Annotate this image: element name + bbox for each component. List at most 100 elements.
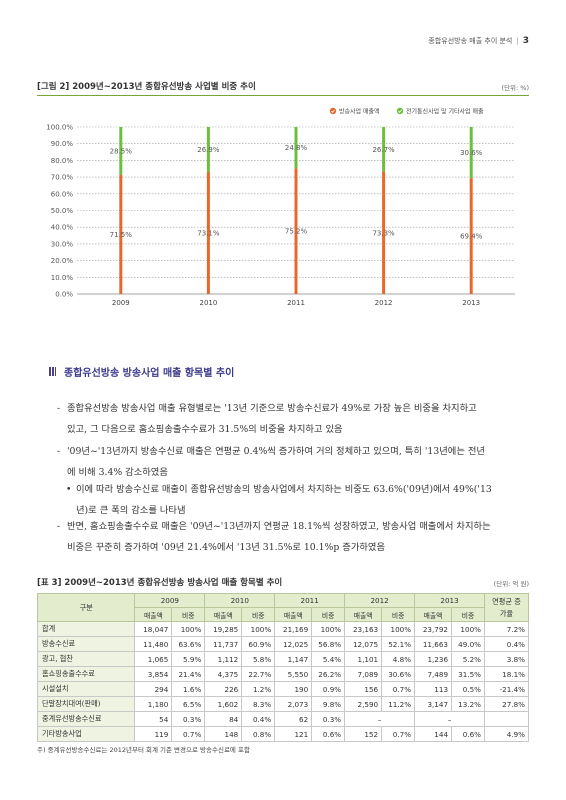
table-cell: 26.2% [311,666,346,682]
data-label: 26.7% [372,146,395,154]
row-label: 기타방송사업 [36,726,136,742]
table-subheader-row: 매출액 비중 매출액 비중 매출액 비중 매출액 비중 매출액 비중 [38,607,529,622]
checkmark-icon [398,109,402,113]
table-cell: 121 [274,726,313,742]
section-heading: 종합유선방송 방송사업 매출 항목별 추이 [49,364,234,379]
data-label: 73.3% [372,229,395,237]
running-header: 종합유선방송 매출 추이 분석 | 3 [428,36,529,46]
bar-segment [206,171,210,294]
table-cell: 12,025 [274,636,313,652]
legend-label: 방송사업 매출액 [339,107,380,115]
legend-swatch-telecom [396,107,404,115]
year-header: 2013 [414,593,485,608]
row-label: 중계유선방송수신료 [36,711,136,727]
table-cell: 190 [274,681,313,697]
table-cell: 1,101 [344,651,383,667]
table-cell: 5,550 [274,666,313,682]
bar-segment [206,127,210,172]
col-group-header: 구분 [36,593,136,622]
sub-header-amount: 매출액 [274,607,313,622]
table-cell: 0.5% [451,681,485,697]
table-cell: 9.8% [311,696,346,712]
x-tick-label: 2012 [375,299,393,307]
paragraph-line: 있고, 그 다음으로 홈쇼핑송출수수료가 31.5%의 비중을 차지하고 있음 [67,424,343,435]
paragraph-2: - '09년~'13년까지 방송수신료 매출은 연평균 0.4%씩 증가하여 거… [57,441,529,483]
figure-rule [37,95,529,96]
table-cell: 21,169 [274,621,313,637]
table-unit: (단위: 억 원) [493,580,529,588]
table-cell: 113 [414,681,453,697]
merged-dash-cell: – [414,711,485,727]
cagr-cell: 27.8% [483,696,530,712]
table-row: 광고, 협찬 1,065 5.9% 1,112 5.8% 1,147 5.4% 1,101 4.… [36,651,530,667]
table-cell: 7,489 [414,666,453,682]
year-header: 2012 [344,593,416,608]
x-tick-label: 2011 [287,299,305,307]
table-cell: 156 [344,681,383,697]
table-cell: 21.4% [171,666,206,682]
table-cell: 100% [241,621,276,637]
table-cell: 3,854 [134,666,173,682]
data-label: 75.2% [285,228,308,236]
bar-segment [469,127,473,179]
row-label: 합계 [36,621,136,637]
table-header-row: 구분 2009 2010 2011 2012 2013 연평균 증가율 [36,593,530,622]
table-cell: 1.2% [241,681,276,697]
paragraph-4: - 반면, 홈쇼핑송출수수료 매출은 '09년~'13년까지 연평균 18.1%… [57,516,529,558]
table-cell: 4.8% [381,651,416,667]
figure-unit: (단위: %) [501,84,529,92]
table-cell: 0.3% [311,711,346,727]
row-label: 단말장치대여(판매) [36,696,136,712]
cagr-cell: -21.4% [483,681,530,697]
table-cell: 0.4% [241,711,276,727]
table-cell: 144 [414,726,453,742]
table-cell: 100% [451,621,485,637]
sub-header-share: 비중 [311,607,346,622]
table-cell: 1,602 [204,696,243,712]
legend-swatch-broadcast [329,107,337,115]
y-tick-label: 40.0% [51,224,74,232]
cagr-cell [483,711,530,727]
sub-header-amount: 매출액 [414,607,453,622]
table-footnote: 주) 중계유선방송수신료는 2012년부터 회계 기준 변경으로 방송수신료에 … [37,746,250,754]
table-cell: 5.2% [451,651,485,667]
row-label: 광고, 협찬 [36,651,136,667]
table-cell: 0.7% [381,681,416,697]
paragraph-3: • 이에 따라 방송수신료 매출이 종합유선방송의 방송사업에서 차지하는 비중… [66,479,529,521]
stacked-bar-chart: 0.0% 10.0% 20.0% 30.0% 40.0% 50.0% 60.0% 70.0% 8… [37,100,529,320]
chart-svg: 0.0% 10.0% 20.0% 30.0% 40.0% 50.0% 60.0% 70.0% 8… [46,107,515,307]
bar-segment [294,168,298,294]
y-tick-label: 90.0% [51,140,74,148]
table-cell: 3,147 [414,696,453,712]
table-cell: 1,147 [274,651,313,667]
x-tick-label: 2013 [462,299,480,307]
table-cell: 4,375 [204,666,243,682]
figure-title: [그림 2] 2009년~2013년 종합유선방송 사업별 비중 추이 [37,82,256,92]
bar-segment [382,127,386,172]
table-cell: 7,089 [344,666,383,682]
table-cell: 226 [204,681,243,697]
data-label: 30.6% [460,149,483,157]
table-cell: 100% [381,621,416,637]
table-cell: 5.8% [241,651,276,667]
y-tick-label: 20.0% [51,257,74,265]
table-cell: 0.7% [381,726,416,742]
table-cell: 6.5% [171,696,206,712]
table-cell: 11.2% [381,696,416,712]
table-row: 단말장치대여(판매) 1,180 6.5% 1,602 8.3% 2,073 9.8% 2,5… [36,696,530,712]
cagr-header: 연평균 증가율 [483,593,530,622]
data-label: 24.8% [285,144,308,152]
paragraph-line: 반면, 홈쇼핑송출수수료 매출은 '09년~'13년까지 연평균 18.1%씩 … [67,521,491,532]
x-tick-label: 2010 [199,299,217,307]
y-tick-label: 60.0% [51,190,74,198]
table-cell: 11,663 [414,636,453,652]
year-header: 2011 [274,593,346,608]
data-label: 26.9% [197,146,220,154]
data-label: 69.4% [460,233,483,241]
data-label: 28.5% [110,147,133,155]
data-label: 73.1% [197,229,220,237]
table-cell: 8.3% [241,696,276,712]
table-cell: 0.7% [171,726,206,742]
sub-header-share: 비중 [171,607,206,622]
page-number: 3 [522,36,529,46]
